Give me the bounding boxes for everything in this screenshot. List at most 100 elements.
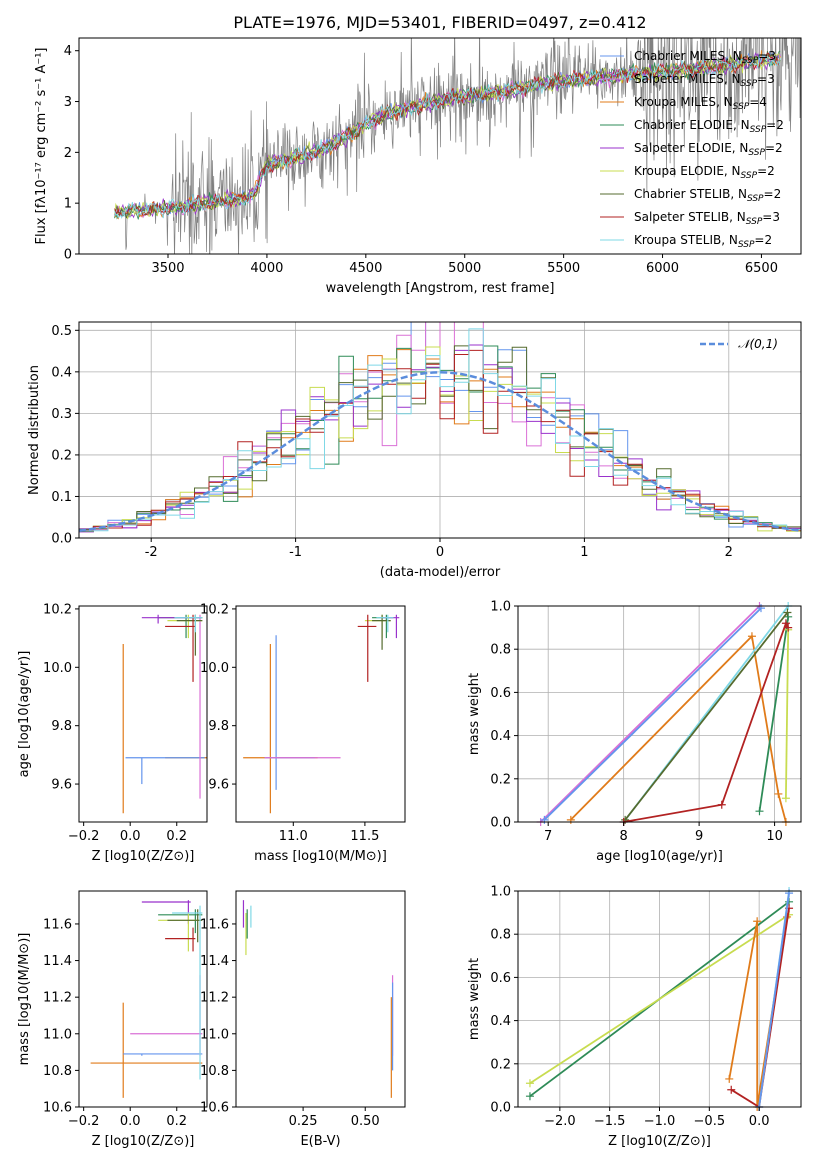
axes-frame [78,605,208,823]
x-tick-label: 5500 [547,261,580,276]
y-tick-label: 11.4 [200,954,229,969]
y-tick-label: 0.5 [51,324,72,339]
legend-name: Kroupa MILES [634,95,716,109]
y-tick-label: 0 [64,248,72,263]
mass-weight-point [784,623,793,632]
axes-frame [235,605,406,823]
mass-weight-point [717,800,726,809]
mass-weight-point [781,794,790,803]
legend-entry-label: Kroupa MILES, NSSP=4 [634,95,767,112]
y-tick-label: 11.6 [43,917,72,932]
legend-entry-label: Kroupa STELIB, NSSP=2 [634,233,772,250]
x-tick-label: 6000 [646,261,679,276]
mass-weight-line [570,634,787,823]
mass-weight-point [727,1085,736,1094]
x-axis-label: mass [log10(M/M⊙)] [254,849,387,864]
y-tick-label: 1.0 [490,600,511,615]
y-tick-label: 0.8 [490,928,511,943]
x-tick-label: −0.5 [694,1114,726,1129]
legend-entry-label: Chabrier STELIB, NSSP=2 [634,187,781,204]
y-tick-label: 10.6 [43,1101,72,1116]
y-axis-label: Flux [fλ10⁻¹⁷ erg cm⁻² s⁻¹ A⁻¹] [34,48,49,245]
y-tick-label: 0.1 [51,490,72,505]
x-axis-label: (data-model)/error [380,565,501,580]
legend-entry-label: 𝒩(0,1) [738,337,778,351]
mass-weight-line [758,893,790,1108]
x-tick-label: 11.0 [279,829,308,844]
legend-nssp: 2 [764,233,772,247]
y-tick-label: 0.8 [490,643,511,658]
model-spectrum-line [114,53,781,220]
y-tick-label: 0.0 [490,1101,511,1116]
y-tick-label: 10.0 [43,661,72,676]
x-tick-label: −0.2 [68,1114,100,1129]
x-tick-label: 0.0 [120,1114,141,1129]
y-tick-label: 10.6 [200,1101,229,1116]
x-tick-label: 1 [580,545,588,560]
legend-entry-label: Salpeter STELIB, NSSP=3 [634,210,780,227]
y-axis-label: mass weight [467,958,482,1040]
y-tick-label: 0.0 [490,816,511,831]
model-spectrum-line [114,50,781,219]
y-tick-label: 10.2 [200,602,229,617]
x-tick-label: 6500 [745,261,778,276]
x-tick-label: −0.2 [68,829,100,844]
y-tick-label: 11.0 [200,1027,229,1042]
y-tick-label: 11.2 [200,991,229,1006]
mass-weight-line [785,629,790,799]
mass-weight-point [783,608,792,617]
legend-entry-label: Chabrier MILES, NSSP=3 [634,49,776,66]
y-tick-label: 4 [64,44,72,59]
y-tick-label: 3 [64,95,72,110]
mass-weight-line [529,914,790,1084]
legend-name: Salpeter MILES [634,72,724,86]
x-tick-label: 4500 [349,261,382,276]
x-tick-label: 9 [695,829,703,844]
y-axis-label: mass [log10(M/M⊙)] [17,933,32,1066]
mass-weight-point [757,604,766,613]
x-tick-label: 5000 [448,261,481,276]
y-tick-label: 0.2 [490,1057,511,1072]
legend-name: Chabrier STELIB [634,187,730,201]
legend-name: Chabrier ELODIE [634,118,733,132]
y-tick-label: 10.0 [200,661,229,676]
y-tick-label: 9.8 [51,719,72,734]
mass-weight-point [785,889,794,898]
mass-weight-point [781,619,790,628]
x-tick-label: -2 [145,545,158,560]
spectrum-title: PLATE=1976, MJD=53401, FIBERID=0497, z=0… [233,13,646,32]
x-axis-label: Z [log10(Z/Z⊙)] [92,849,195,864]
mass-weight-line [623,621,789,823]
x-tick-label: 10 [766,829,783,844]
y-tick-label: 0.4 [490,729,511,744]
mass-weight-point [525,1079,534,1088]
legend-entry-label: Salpeter MILES, NSSP=3 [634,72,775,89]
x-tick-label: 7 [544,829,552,844]
x-axis-label: E(B-V) [300,1134,340,1149]
y-tick-label: 9.8 [208,719,229,734]
legend-nssp: 4 [759,95,767,109]
legend-name: Kroupa ELODIE [634,164,724,178]
x-tick-label: −2.0 [544,1114,576,1129]
mass-weight-point [540,815,549,824]
mass-weight-line [539,605,761,823]
legend-nssp: 2 [775,141,783,155]
legend-entry-label: Salpeter ELODIE, NSSP=2 [634,141,783,158]
legend-name: Salpeter STELIB [634,210,729,224]
x-tick-label: 0.0 [749,1114,770,1129]
y-tick-label: 0.2 [51,448,72,463]
legend-nssp: 2 [767,164,775,178]
y-tick-label: 10.8 [43,1064,72,1079]
mass-weight-line [758,616,790,812]
y-tick-label: 0.4 [490,1014,511,1029]
x-tick-label: 8 [620,829,628,844]
x-tick-label: 4000 [250,261,283,276]
y-axis-label: age [log10(age/yr)] [17,651,32,778]
y-tick-label: 1 [64,197,72,212]
y-tick-label: 11.6 [200,917,229,932]
y-tick-label: 0.2 [490,772,511,787]
y-axis-label: Normed distribution [27,365,42,495]
y-tick-label: 10.8 [200,1064,229,1079]
y-tick-label: 0.3 [51,407,72,422]
normal-curve [78,371,802,532]
